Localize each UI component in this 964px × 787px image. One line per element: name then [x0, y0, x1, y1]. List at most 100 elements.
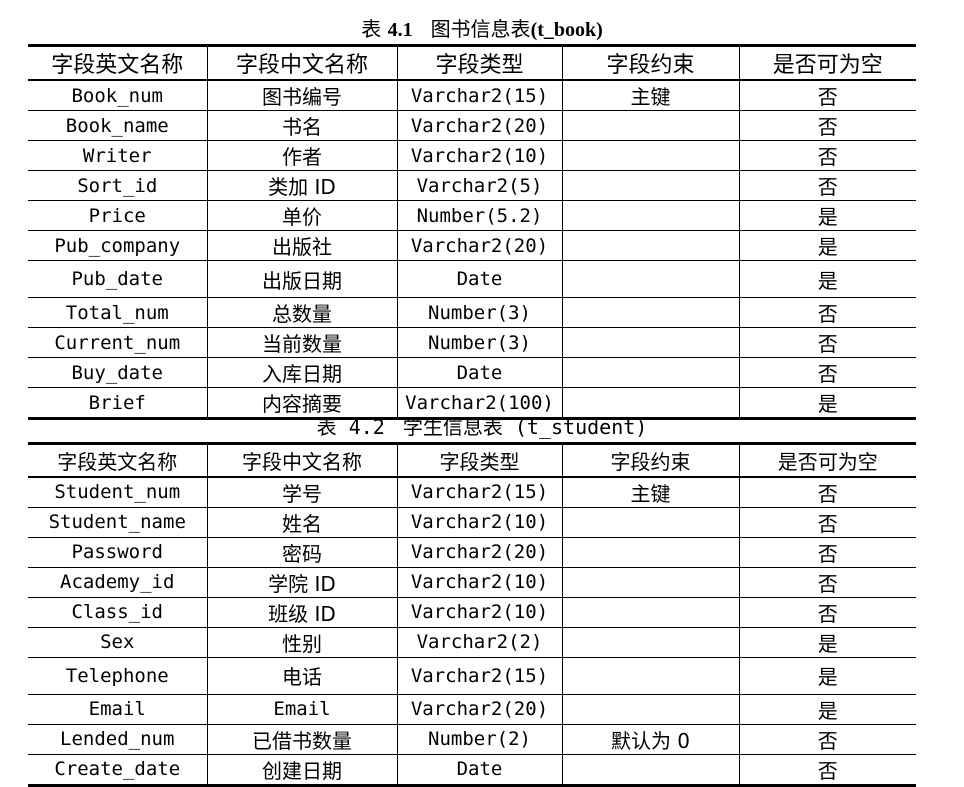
cell-field-type: Varchar2(100) [396, 387, 563, 420]
table-row: Total_num 总数量 Number(3) 否 [28, 297, 916, 328]
caption-title-cn: 图书信息表 [430, 17, 531, 41]
student-info-table: 字段英文名称 字段中文名称 字段类型 字段约束 是否可为空 Student_nu… [28, 442, 916, 787]
cell-nullable: 否 [738, 357, 916, 388]
cell-field-en: Lended_num [28, 723, 208, 755]
cell-nullable: 是 [738, 656, 916, 695]
cell-field-type: Varchar2(20) [396, 230, 563, 261]
cell-nullable: 否 [738, 723, 916, 755]
cell-field-en: Password [28, 536, 208, 568]
cell-field-en: Pub_company [28, 230, 208, 261]
cell-nullable: 是 [738, 693, 916, 725]
cell-nullable: 是 [738, 260, 916, 298]
cell-nullable: 否 [738, 506, 916, 538]
cell-nullable: 否 [738, 536, 916, 568]
table-row: Academy_id 学院 ID Varchar2(10) 否 [28, 566, 916, 598]
cell-field-cn: 创建日期 [206, 753, 398, 787]
cell-field-cn: 内容摘要 [206, 387, 398, 420]
cell-field-cn: 当前数量 [206, 327, 398, 358]
table-row: Buy_date 入库日期 Date 否 [28, 357, 916, 388]
cell-field-type: Varchar2(15) [396, 79, 563, 111]
cell-field-cn: 出版社 [206, 230, 398, 261]
cell-field-constraint [561, 536, 740, 568]
cell-field-cn: 作者 [206, 140, 398, 171]
cell-nullable: 否 [738, 566, 916, 598]
cell-field-constraint [561, 626, 740, 658]
table-row: Pub_date 出版日期 Date 是 [28, 260, 916, 298]
cell-field-type: Number(2) [396, 723, 563, 755]
cell-field-cn: 电话 [206, 656, 398, 695]
cell-field-constraint [561, 357, 740, 388]
table-row: Student_num 学号 Varchar2(15) 主键 否 [28, 476, 916, 508]
table-row: Password 密码 Varchar2(20) 否 [28, 536, 916, 568]
cell-field-constraint [561, 566, 740, 598]
table-caption-student: 表 4.2 学生信息表 (t_student) [0, 414, 964, 440]
cell-field-constraint [561, 506, 740, 538]
cell-field-cn: 学院 ID [206, 566, 398, 598]
cell-field-en: Sort_id [28, 170, 208, 201]
cell-field-type: Date [396, 357, 563, 388]
cell-field-type: Varchar2(2) [396, 626, 563, 658]
table-header-row: 字段英文名称 字段中文名称 字段类型 字段约束 是否可为空 [28, 442, 916, 478]
cell-field-cn: 性别 [206, 626, 398, 658]
caption-title-en: (t_student) [514, 415, 648, 439]
cell-nullable: 是 [738, 387, 916, 420]
table-row: Book_num 图书编号 Varchar2(15) 主键 否 [28, 79, 916, 111]
header-field-type: 字段类型 [396, 44, 563, 81]
cell-field-cn: Email [206, 693, 398, 725]
cell-field-constraint [561, 170, 740, 201]
cell-field-constraint [561, 200, 740, 231]
cell-field-cn: 班级 ID [206, 596, 398, 628]
cell-field-en: Writer [28, 140, 208, 171]
cell-field-constraint [561, 297, 740, 328]
cell-field-type: Varchar2(20) [396, 536, 563, 568]
cell-field-type: Varchar2(10) [396, 506, 563, 538]
cell-field-cn: 学号 [206, 476, 398, 508]
book-info-table: 字段英文名称 字段中文名称 字段类型 字段约束 是否可为空 Book_num 图… [28, 44, 916, 420]
cell-nullable: 否 [738, 297, 916, 328]
cell-field-type: Number(3) [396, 327, 563, 358]
table-row: Create_date 创建日期 Date 否 [28, 753, 916, 787]
cell-field-en: Student_name [28, 506, 208, 538]
table-caption-book: 表 4.1 图书信息表(t_book) [0, 16, 964, 43]
cell-nullable: 否 [738, 327, 916, 358]
cell-field-cn: 书名 [206, 110, 398, 141]
header-field-constraint: 字段约束 [561, 442, 740, 478]
caption-number: 4.2 [348, 415, 385, 439]
cell-field-constraint: 默认为 0 [561, 723, 740, 755]
table-header-row: 字段英文名称 字段中文名称 字段类型 字段约束 是否可为空 [28, 44, 916, 81]
header-nullable: 是否可为空 [738, 442, 916, 478]
cell-field-type: Number(3) [396, 297, 563, 328]
header-field-constraint: 字段约束 [561, 44, 740, 81]
cell-field-en: Buy_date [28, 357, 208, 388]
header-field-en: 字段英文名称 [28, 44, 208, 81]
cell-field-en: Create_date [28, 753, 208, 787]
cell-nullable: 否 [738, 476, 916, 508]
table-row: Book_name 书名 Varchar2(20) 否 [28, 110, 916, 141]
cell-field-en: Academy_id [28, 566, 208, 598]
cell-field-type: Varchar2(10) [396, 596, 563, 628]
cell-field-cn: 密码 [206, 536, 398, 568]
table-row: Student_name 姓名 Varchar2(10) 否 [28, 506, 916, 538]
cell-field-constraint [561, 387, 740, 420]
cell-field-constraint: 主键 [561, 79, 740, 111]
table-row: Class_id 班级 ID Varchar2(10) 否 [28, 596, 916, 628]
cell-field-constraint [561, 753, 740, 787]
cell-field-cn: 入库日期 [206, 357, 398, 388]
cell-field-type: Varchar2(5) [396, 170, 563, 201]
cell-field-type: Varchar2(15) [396, 656, 563, 695]
cell-field-constraint [561, 140, 740, 171]
cell-field-cn: 总数量 [206, 297, 398, 328]
cell-field-type: Date [396, 753, 563, 787]
cell-field-constraint [561, 110, 740, 141]
cell-field-en: Current_num [28, 327, 208, 358]
cell-field-en: Class_id [28, 596, 208, 628]
header-nullable: 是否可为空 [738, 44, 916, 81]
cell-field-type: Varchar2(15) [396, 476, 563, 508]
header-field-cn: 字段中文名称 [206, 442, 398, 478]
cell-field-constraint: 主键 [561, 476, 740, 508]
cell-field-constraint [561, 596, 740, 628]
cell-nullable: 否 [738, 110, 916, 141]
cell-field-en: Sex [28, 626, 208, 658]
caption-number: 4.1 [387, 19, 413, 41]
cell-field-cn: 单价 [206, 200, 398, 231]
